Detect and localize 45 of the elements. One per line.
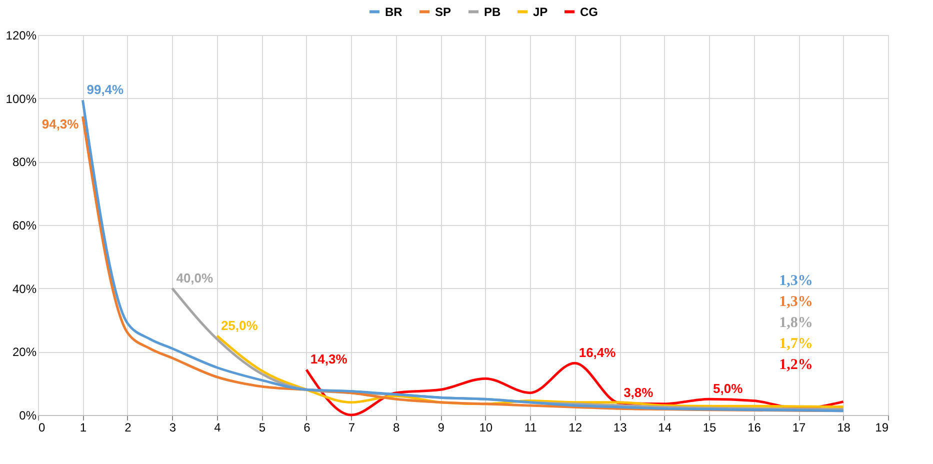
legend-label: CG xyxy=(580,4,598,19)
x-tick-label: 15 xyxy=(702,420,717,434)
annotation: 1,7% xyxy=(779,336,813,352)
annotation: 1,8% xyxy=(779,315,813,331)
x-tick-label: 9 xyxy=(438,420,445,434)
data-label: 3,8% xyxy=(624,384,654,400)
x-tick-label: 16 xyxy=(748,420,762,434)
x-tick-label: 11 xyxy=(524,420,538,434)
x-tick-label: 5 xyxy=(258,420,266,434)
annotation: 1,2% xyxy=(779,357,813,373)
x-tick-label: 3 xyxy=(169,420,176,434)
y-tick-label: 20% xyxy=(12,345,37,360)
x-tick-label: 2 xyxy=(124,420,132,434)
y-tick-label: 100% xyxy=(6,92,37,106)
data-label: 14,3% xyxy=(310,352,348,367)
legend-label: PB xyxy=(484,4,502,19)
data-label: 25,0% xyxy=(220,318,258,333)
legend-label: SP xyxy=(435,4,452,19)
x-tick-label: 18 xyxy=(837,420,851,434)
x-tick-label: 17 xyxy=(792,420,806,434)
data-label: 40,0% xyxy=(176,270,214,286)
data-label: 99,4% xyxy=(86,82,124,98)
x-tick-label: 19 xyxy=(875,420,889,434)
x-tick-label: 0 xyxy=(38,420,46,434)
y-tick-label: 120% xyxy=(6,28,37,42)
annotation: 1,3% xyxy=(779,273,813,289)
x-tick-label: 12 xyxy=(568,420,582,434)
legend-label: JP xyxy=(533,4,548,19)
y-tick-label: 60% xyxy=(12,218,37,232)
x-tick-label: 4 xyxy=(214,420,222,434)
x-tick-label: 6 xyxy=(304,420,311,434)
data-label: 5,0% xyxy=(713,381,744,396)
x-tick-label: 7 xyxy=(348,420,356,434)
x-tick-label: 10 xyxy=(479,420,493,434)
y-tick-label: 0% xyxy=(19,408,37,422)
x-tick-label: 13 xyxy=(613,420,628,434)
x-tick-label: 8 xyxy=(393,420,400,434)
data-label: 94,3% xyxy=(42,116,80,132)
y-tick-label: 40% xyxy=(12,282,37,296)
annotation: 1,3% xyxy=(779,294,813,310)
legend-label: BR xyxy=(385,4,403,19)
x-tick-label: 1 xyxy=(80,420,87,434)
data-label: 16,4% xyxy=(578,345,616,360)
y-tick-label: 80% xyxy=(12,155,37,170)
x-tick-label: 14 xyxy=(658,420,672,434)
